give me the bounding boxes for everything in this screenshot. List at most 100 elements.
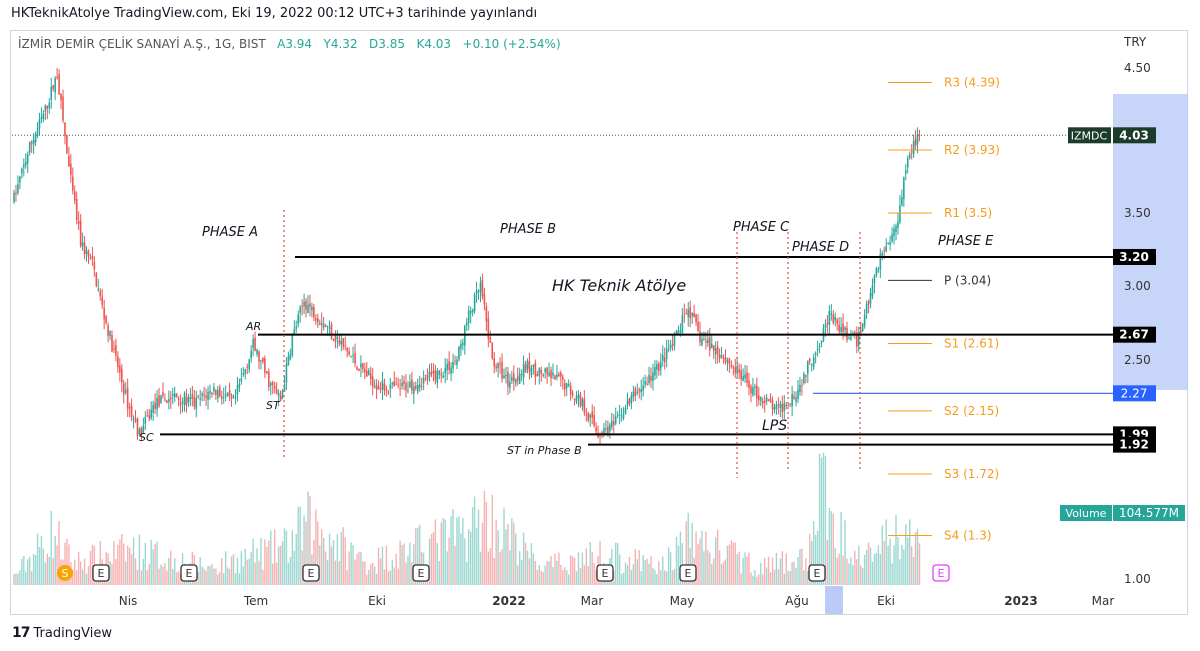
candle-body (487, 318, 490, 339)
high-value: Y4.32 (323, 37, 358, 51)
ticker-badge-label: IZMDC (1071, 129, 1108, 142)
candle-body (154, 402, 156, 409)
candle-body (756, 385, 758, 399)
tradingview-logo[interactable]: 17 TradingView (12, 625, 112, 641)
candle-body (283, 384, 286, 392)
candle-body (905, 170, 907, 174)
x-tick-label: Ağu (785, 594, 808, 608)
event-marker-label: E (98, 567, 105, 580)
candle-body (373, 386, 376, 388)
candle-body (115, 345, 117, 356)
candle-body (397, 384, 399, 386)
volume-bar (540, 570, 542, 585)
volume-bar (789, 571, 791, 585)
candle-body (438, 370, 441, 375)
candle-body (346, 347, 348, 352)
y-tick-label: 2.50 (1124, 353, 1151, 367)
candle-body (693, 313, 695, 318)
candle-body (859, 329, 862, 334)
volume-bar (585, 548, 588, 585)
volume-bar (773, 569, 776, 585)
volume-bar (126, 545, 129, 585)
volume-bar (679, 531, 682, 585)
volume-bar (238, 573, 241, 585)
candle-body (119, 365, 121, 373)
volume-bar (148, 563, 150, 585)
volume-bar (781, 551, 784, 585)
volume-bar (556, 560, 558, 585)
candle-body (865, 304, 868, 314)
pivot-label: S1 (2.61) (944, 336, 999, 350)
candle-body (350, 356, 352, 358)
volume-bar (203, 568, 205, 585)
x-tick-label: Mar (1092, 594, 1115, 608)
volume-bar (281, 541, 284, 585)
candle-body (122, 383, 125, 395)
volume-bar (871, 561, 874, 585)
volume-bar (860, 565, 862, 585)
candle-body (99, 290, 102, 297)
volume-bar (258, 560, 260, 585)
candle-body (812, 357, 815, 368)
volume-bar (799, 548, 801, 585)
candle-body (718, 354, 721, 359)
volume-bar (566, 570, 568, 585)
volume-bar (266, 547, 268, 585)
candle-body (875, 268, 878, 276)
candle-body (407, 389, 409, 392)
volume-bar (138, 534, 141, 585)
level-badge (1113, 326, 1156, 343)
volume-bar (132, 537, 135, 585)
volume-bar (91, 544, 94, 585)
volume-bar (515, 533, 517, 585)
volume-bar (544, 565, 546, 585)
candle-body (699, 331, 701, 343)
candle-body (767, 399, 770, 401)
volume-bar (542, 572, 544, 585)
candle-body (379, 388, 382, 390)
candle-body (869, 292, 872, 304)
candle-body (254, 337, 256, 351)
candle-body (299, 307, 301, 313)
candle-body (520, 373, 523, 375)
candle-body (156, 398, 158, 410)
candle-body (224, 394, 227, 396)
candle-body (791, 394, 793, 407)
candle-body (381, 380, 384, 391)
split-marker-icon (57, 565, 73, 581)
volume-bar (334, 560, 337, 585)
change-value: +0.10 (+2.54%) (462, 37, 561, 51)
candle-body (148, 415, 151, 419)
volume-bar (160, 564, 162, 585)
candle-body (93, 262, 96, 270)
candle-body (97, 288, 100, 290)
candle-body (483, 294, 486, 305)
volume-bar (793, 561, 795, 585)
volume-bar (77, 551, 80, 585)
candle-body (130, 405, 133, 417)
candle-body (740, 370, 742, 380)
candle-body (481, 280, 484, 297)
volume-bar (381, 546, 384, 585)
volume-bar (299, 506, 301, 585)
volume-bar (83, 558, 86, 585)
volume-bar (877, 545, 880, 585)
candle-body (573, 398, 576, 400)
event-marker-label: S (62, 567, 69, 580)
candle-body (217, 390, 219, 398)
volume-bar (879, 554, 882, 585)
candle-body (797, 389, 799, 399)
volume-bar (769, 572, 772, 585)
candle-body (201, 393, 203, 396)
volume-bar (168, 557, 170, 585)
candle-body (315, 318, 317, 321)
volume-bar (99, 540, 101, 585)
candle-body (109, 331, 111, 336)
candle-body (779, 403, 782, 408)
candle-body (56, 76, 58, 78)
candle-body (695, 314, 697, 323)
candle-body (748, 380, 750, 388)
event-marker-label: E (186, 567, 193, 580)
volume-bar (270, 530, 272, 585)
